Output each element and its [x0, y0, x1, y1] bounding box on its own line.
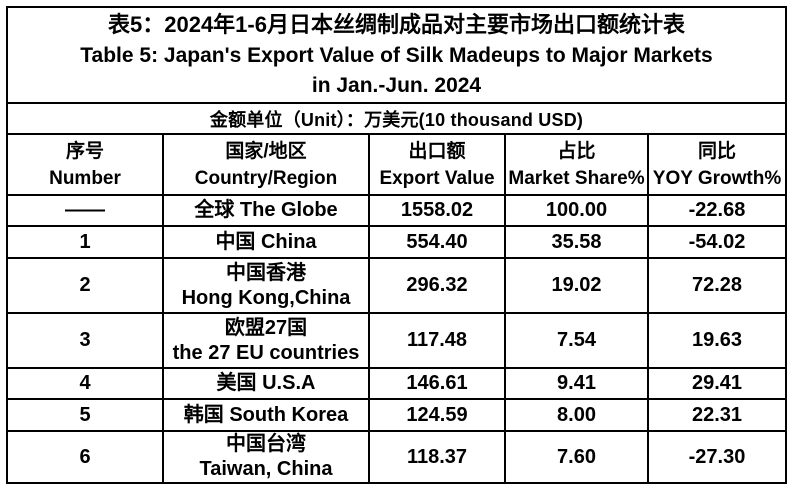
column-header-market-share: 占比 Market Share%	[504, 133, 649, 196]
table-title: 表5：2024年1-6月日本丝绸制成品对主要市场出口额统计表 Table 5: …	[6, 6, 787, 104]
column-header-export-value-zh: 出口额	[408, 140, 466, 162]
header-row: 序号 Number 国家/地区 Country/Region 出口额 Expor…	[6, 133, 787, 196]
table-row-south-korea: 5 韩国 South Korea 124.59 8.00 22.31	[6, 398, 787, 432]
cell-market-share: 9.41	[504, 367, 649, 400]
column-header-number-en: Number	[49, 167, 121, 189]
table-row-eu: 3 欧盟27国 the 27 EU countries 117.48 7.54 …	[6, 312, 787, 369]
cell-region: 美国 U.S.A	[162, 367, 370, 400]
cell-region-line2: Hong Kong,China	[181, 286, 351, 309]
column-header-region: 国家/地区 Country/Region	[162, 133, 370, 196]
cell-region-line1: 韩国 South Korea	[183, 403, 349, 426]
cell-region: 全球 The Globe	[162, 194, 370, 227]
cell-region: 韩国 South Korea	[162, 398, 370, 432]
column-header-yoy-growth-en: YOY Growth%	[652, 167, 782, 189]
cell-export-value: 296.32	[368, 257, 506, 314]
column-header-export-value-en: Export Value	[379, 167, 495, 189]
cell-export-value: 146.61	[368, 367, 506, 400]
unit-note: 金额单位（Unit）：万美元(10 thousand USD)	[6, 102, 787, 135]
title-line-english: Table 5: Japan's Export Value of Silk Ma…	[80, 44, 713, 67]
cell-region-line2: Taiwan, China	[199, 458, 333, 480]
cell-region-line1: 中国台湾	[226, 433, 306, 455]
column-header-export-value: 出口额 Export Value	[368, 133, 506, 196]
cell-yoy-growth: -22.68	[647, 194, 787, 227]
column-header-market-share-zh: 占比	[557, 140, 596, 162]
cell-market-share: 7.60	[504, 430, 649, 484]
cell-yoy-growth: -27.30	[647, 430, 787, 484]
column-header-region-en: Country/Region	[194, 167, 338, 189]
cell-region-line1: 欧盟27国	[224, 316, 308, 339]
cell-export-value: 117.48	[368, 312, 506, 369]
cell-number: 2	[6, 257, 164, 314]
cell-yoy-growth: -54.02	[647, 225, 787, 259]
column-header-region-zh: 国家/地区	[225, 140, 307, 162]
column-header-yoy-growth: 同比 YOY Growth%	[647, 133, 787, 196]
table-row-taiwan: 6 中国台湾 Taiwan, China 118.37 7.60 -27.30	[6, 430, 787, 484]
title-line-period: in Jan.-Jun. 2024	[311, 74, 482, 97]
cell-export-value: 118.37	[368, 430, 506, 484]
table-row-usa: 4 美国 U.S.A 146.61 9.41 29.41	[6, 367, 787, 400]
cell-market-share: 35.58	[504, 225, 649, 259]
cell-region-line1: 全球 The Globe	[194, 199, 338, 221]
cell-export-value: 124.59	[368, 398, 506, 432]
column-header-market-share-en: Market Share%	[508, 167, 645, 189]
cell-region-line1: 中国 China	[215, 230, 317, 253]
cell-market-share: 8.00	[504, 398, 649, 432]
table-row-globe: —— 全球 The Globe 1558.02 100.00 -22.68	[6, 194, 787, 227]
table-row-hong-kong: 2 中国香港 Hong Kong,China 296.32 19.02 72.2…	[6, 257, 787, 314]
cell-region-line2: the 27 EU countries	[172, 341, 360, 364]
title-row: 表5：2024年1-6月日本丝绸制成品对主要市场出口额统计表 Table 5: …	[6, 6, 787, 104]
cell-yoy-growth: 72.28	[647, 257, 787, 314]
cell-region-line1: 中国香港	[226, 261, 306, 284]
cell-yoy-growth: 19.63	[647, 312, 787, 369]
cell-export-value: 1558.02	[368, 194, 506, 227]
cell-export-value: 554.40	[368, 225, 506, 259]
table-row-china: 1 中国 China 554.40 35.58 -54.02	[6, 225, 787, 259]
cell-market-share: 7.54	[504, 312, 649, 369]
cell-number: ——	[6, 194, 164, 227]
cell-number: 6	[6, 430, 164, 484]
cell-number: 4	[6, 367, 164, 400]
cell-yoy-growth: 29.41	[647, 367, 787, 400]
cell-market-share: 100.00	[504, 194, 649, 227]
column-header-number-zh: 序号	[65, 140, 104, 162]
cell-region: 欧盟27国 the 27 EU countries	[162, 312, 370, 369]
unit-row: 金额单位（Unit）：万美元(10 thousand USD)	[6, 102, 787, 135]
title-line-chinese: 表5：2024年1-6月日本丝绸制成品对主要市场出口额统计表	[108, 12, 685, 37]
column-header-yoy-growth-zh: 同比	[697, 140, 736, 162]
cell-region: 中国台湾 Taiwan, China	[162, 430, 370, 484]
cell-region-line1: 美国 U.S.A	[216, 372, 316, 394]
document-page: 表5：2024年1-6月日本丝绸制成品对主要市场出口额统计表 Table 5: …	[6, 6, 787, 484]
cell-number: 3	[6, 312, 164, 369]
cell-yoy-growth: 22.31	[647, 398, 787, 432]
cell-number: 5	[6, 398, 164, 432]
cell-region: 中国 China	[162, 225, 370, 259]
export-stats-table: 表5：2024年1-6月日本丝绸制成品对主要市场出口额统计表 Table 5: …	[6, 6, 787, 484]
cell-market-share: 19.02	[504, 257, 649, 314]
column-header-number: 序号 Number	[6, 133, 164, 196]
cell-number: 1	[6, 225, 164, 259]
cell-region: 中国香港 Hong Kong,China	[162, 257, 370, 314]
